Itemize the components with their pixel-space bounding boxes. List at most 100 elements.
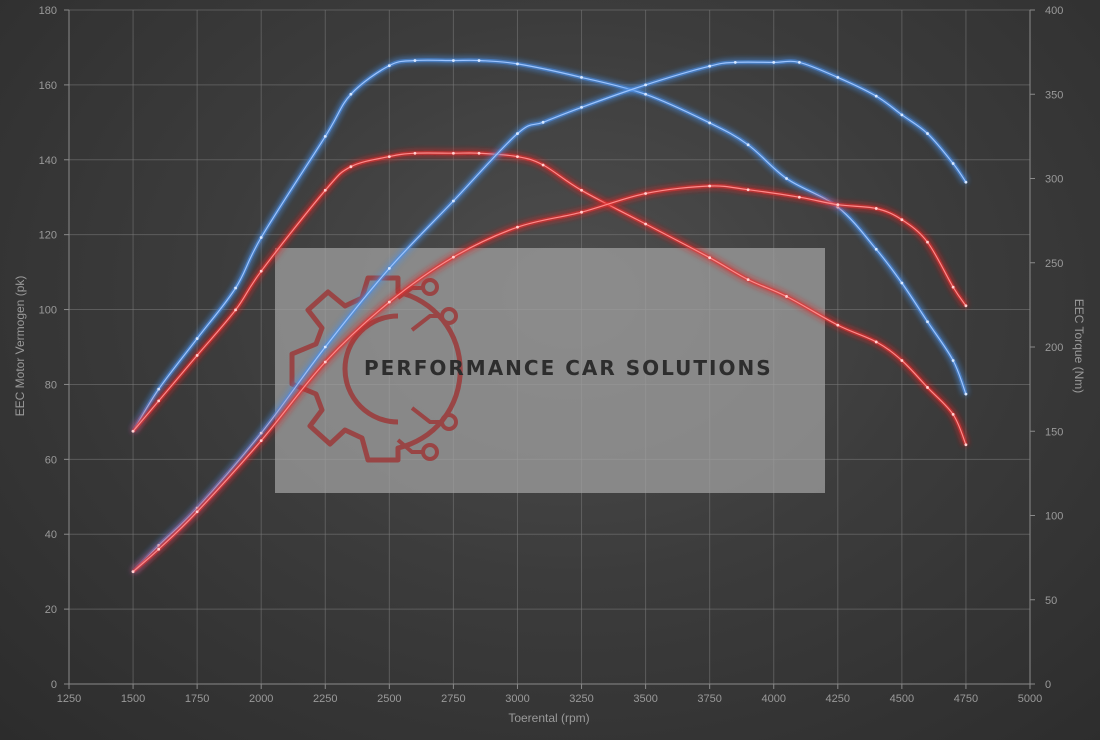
data-point — [708, 121, 712, 125]
series-1-torque — [131, 150, 968, 447]
data-point — [323, 134, 327, 138]
data-point — [452, 255, 455, 259]
y-right-tick-label: 200 — [1045, 342, 1063, 354]
x-tick-label: 4500 — [890, 693, 914, 705]
data-point — [964, 392, 968, 396]
data-point — [195, 510, 199, 514]
x-tick-label: 5000 — [1018, 693, 1042, 705]
x-tick-label: 3000 — [505, 693, 529, 705]
data-point — [195, 337, 199, 340]
x-tick-label: 2000 — [249, 693, 273, 705]
data-point — [131, 429, 135, 433]
y-axis-left-label: EEC Motor Vermogen (pk) — [13, 276, 27, 417]
data-point — [157, 399, 161, 403]
data-point — [964, 180, 968, 184]
data-point — [900, 281, 904, 285]
data-point — [580, 210, 583, 214]
tick-labels: 1250 1500 1750 2000 2250 2500 2750 3000 3250 3500… — [39, 5, 1064, 705]
data-point — [516, 132, 519, 135]
data-point — [580, 188, 583, 192]
y-right-tick-label: 350 — [1045, 89, 1063, 101]
watermark: PERFORMANCE CAR SOLUTIONS — [275, 248, 825, 493]
data-point — [234, 286, 237, 290]
y-left-tick-label: 0 — [51, 679, 57, 691]
data-point — [746, 188, 750, 192]
data-point — [785, 177, 788, 180]
x-tick-label: 2500 — [377, 693, 401, 705]
data-point — [951, 359, 955, 362]
y-right-tick-label: 250 — [1045, 258, 1063, 270]
series-2-power — [131, 59, 968, 574]
data-point — [964, 443, 968, 447]
data-point — [323, 188, 327, 192]
data-point — [644, 192, 647, 195]
data-point — [541, 163, 545, 167]
data-point — [452, 151, 455, 155]
data-point — [349, 92, 353, 96]
data-point — [580, 76, 583, 79]
data-point — [797, 195, 801, 199]
data-point — [477, 59, 481, 62]
data-point — [259, 269, 263, 273]
x-tick-label: 2750 — [441, 693, 465, 705]
data-point — [964, 304, 968, 308]
y-right-tick-label: 150 — [1045, 426, 1063, 438]
data-point — [644, 222, 647, 226]
data-point — [387, 266, 391, 270]
data-point — [452, 199, 455, 203]
y-right-tick-label: 400 — [1045, 5, 1063, 17]
data-point — [452, 59, 455, 62]
x-tick-label: 3750 — [697, 693, 721, 705]
data-point — [708, 256, 712, 260]
data-point — [708, 184, 712, 188]
data-point — [951, 162, 955, 165]
y-left-tick-label: 40 — [45, 529, 57, 541]
data-point — [195, 354, 199, 357]
y-left-tick-label: 80 — [45, 379, 57, 391]
data-point — [387, 300, 391, 304]
data-point — [644, 83, 647, 87]
y-right-tick-label: 300 — [1045, 174, 1063, 186]
data-point — [874, 207, 878, 210]
y-right-tick-label: 50 — [1045, 595, 1057, 607]
x-tick-label: 4250 — [826, 693, 850, 705]
gear-circuit-logo — [289, 275, 463, 463]
data-point — [349, 165, 353, 169]
data-point — [874, 94, 878, 98]
data-point — [580, 105, 583, 109]
x-tick-label: 4000 — [761, 693, 785, 705]
grid-lines — [68, 9, 1031, 685]
data-point — [323, 345, 327, 349]
data-point — [157, 547, 161, 551]
data-point — [836, 76, 840, 79]
data-point — [259, 439, 263, 443]
x-tick-label: 1250 — [57, 693, 81, 705]
y-left-tick-label: 160 — [39, 80, 57, 92]
data-point — [785, 295, 788, 298]
series-0-torque — [131, 58, 968, 433]
series-3-power — [131, 183, 968, 574]
y-left-tick-label: 100 — [39, 305, 57, 317]
axes — [64, 9, 1035, 689]
y-left-tick-label: 140 — [39, 155, 57, 167]
series-line — [132, 60, 967, 573]
x-axis-label: Toerental (rpm) — [508, 711, 589, 725]
data-point — [477, 151, 481, 155]
data-point — [387, 64, 391, 68]
data-point — [900, 218, 904, 222]
data-point — [644, 92, 647, 96]
data-point — [708, 64, 712, 68]
data-point — [772, 61, 776, 64]
data-point — [516, 62, 519, 66]
data-point — [733, 61, 737, 64]
y-left-tick-label: 20 — [45, 604, 57, 616]
data-point — [516, 225, 519, 229]
data-point — [541, 120, 545, 124]
x-tick-label: 3500 — [633, 693, 657, 705]
x-tick-label: 4750 — [954, 693, 978, 705]
x-tick-label: 3250 — [569, 693, 593, 705]
data-point — [926, 386, 929, 389]
data-point — [516, 155, 519, 158]
y-left-tick-label: 120 — [39, 230, 57, 242]
data-point — [900, 359, 904, 362]
